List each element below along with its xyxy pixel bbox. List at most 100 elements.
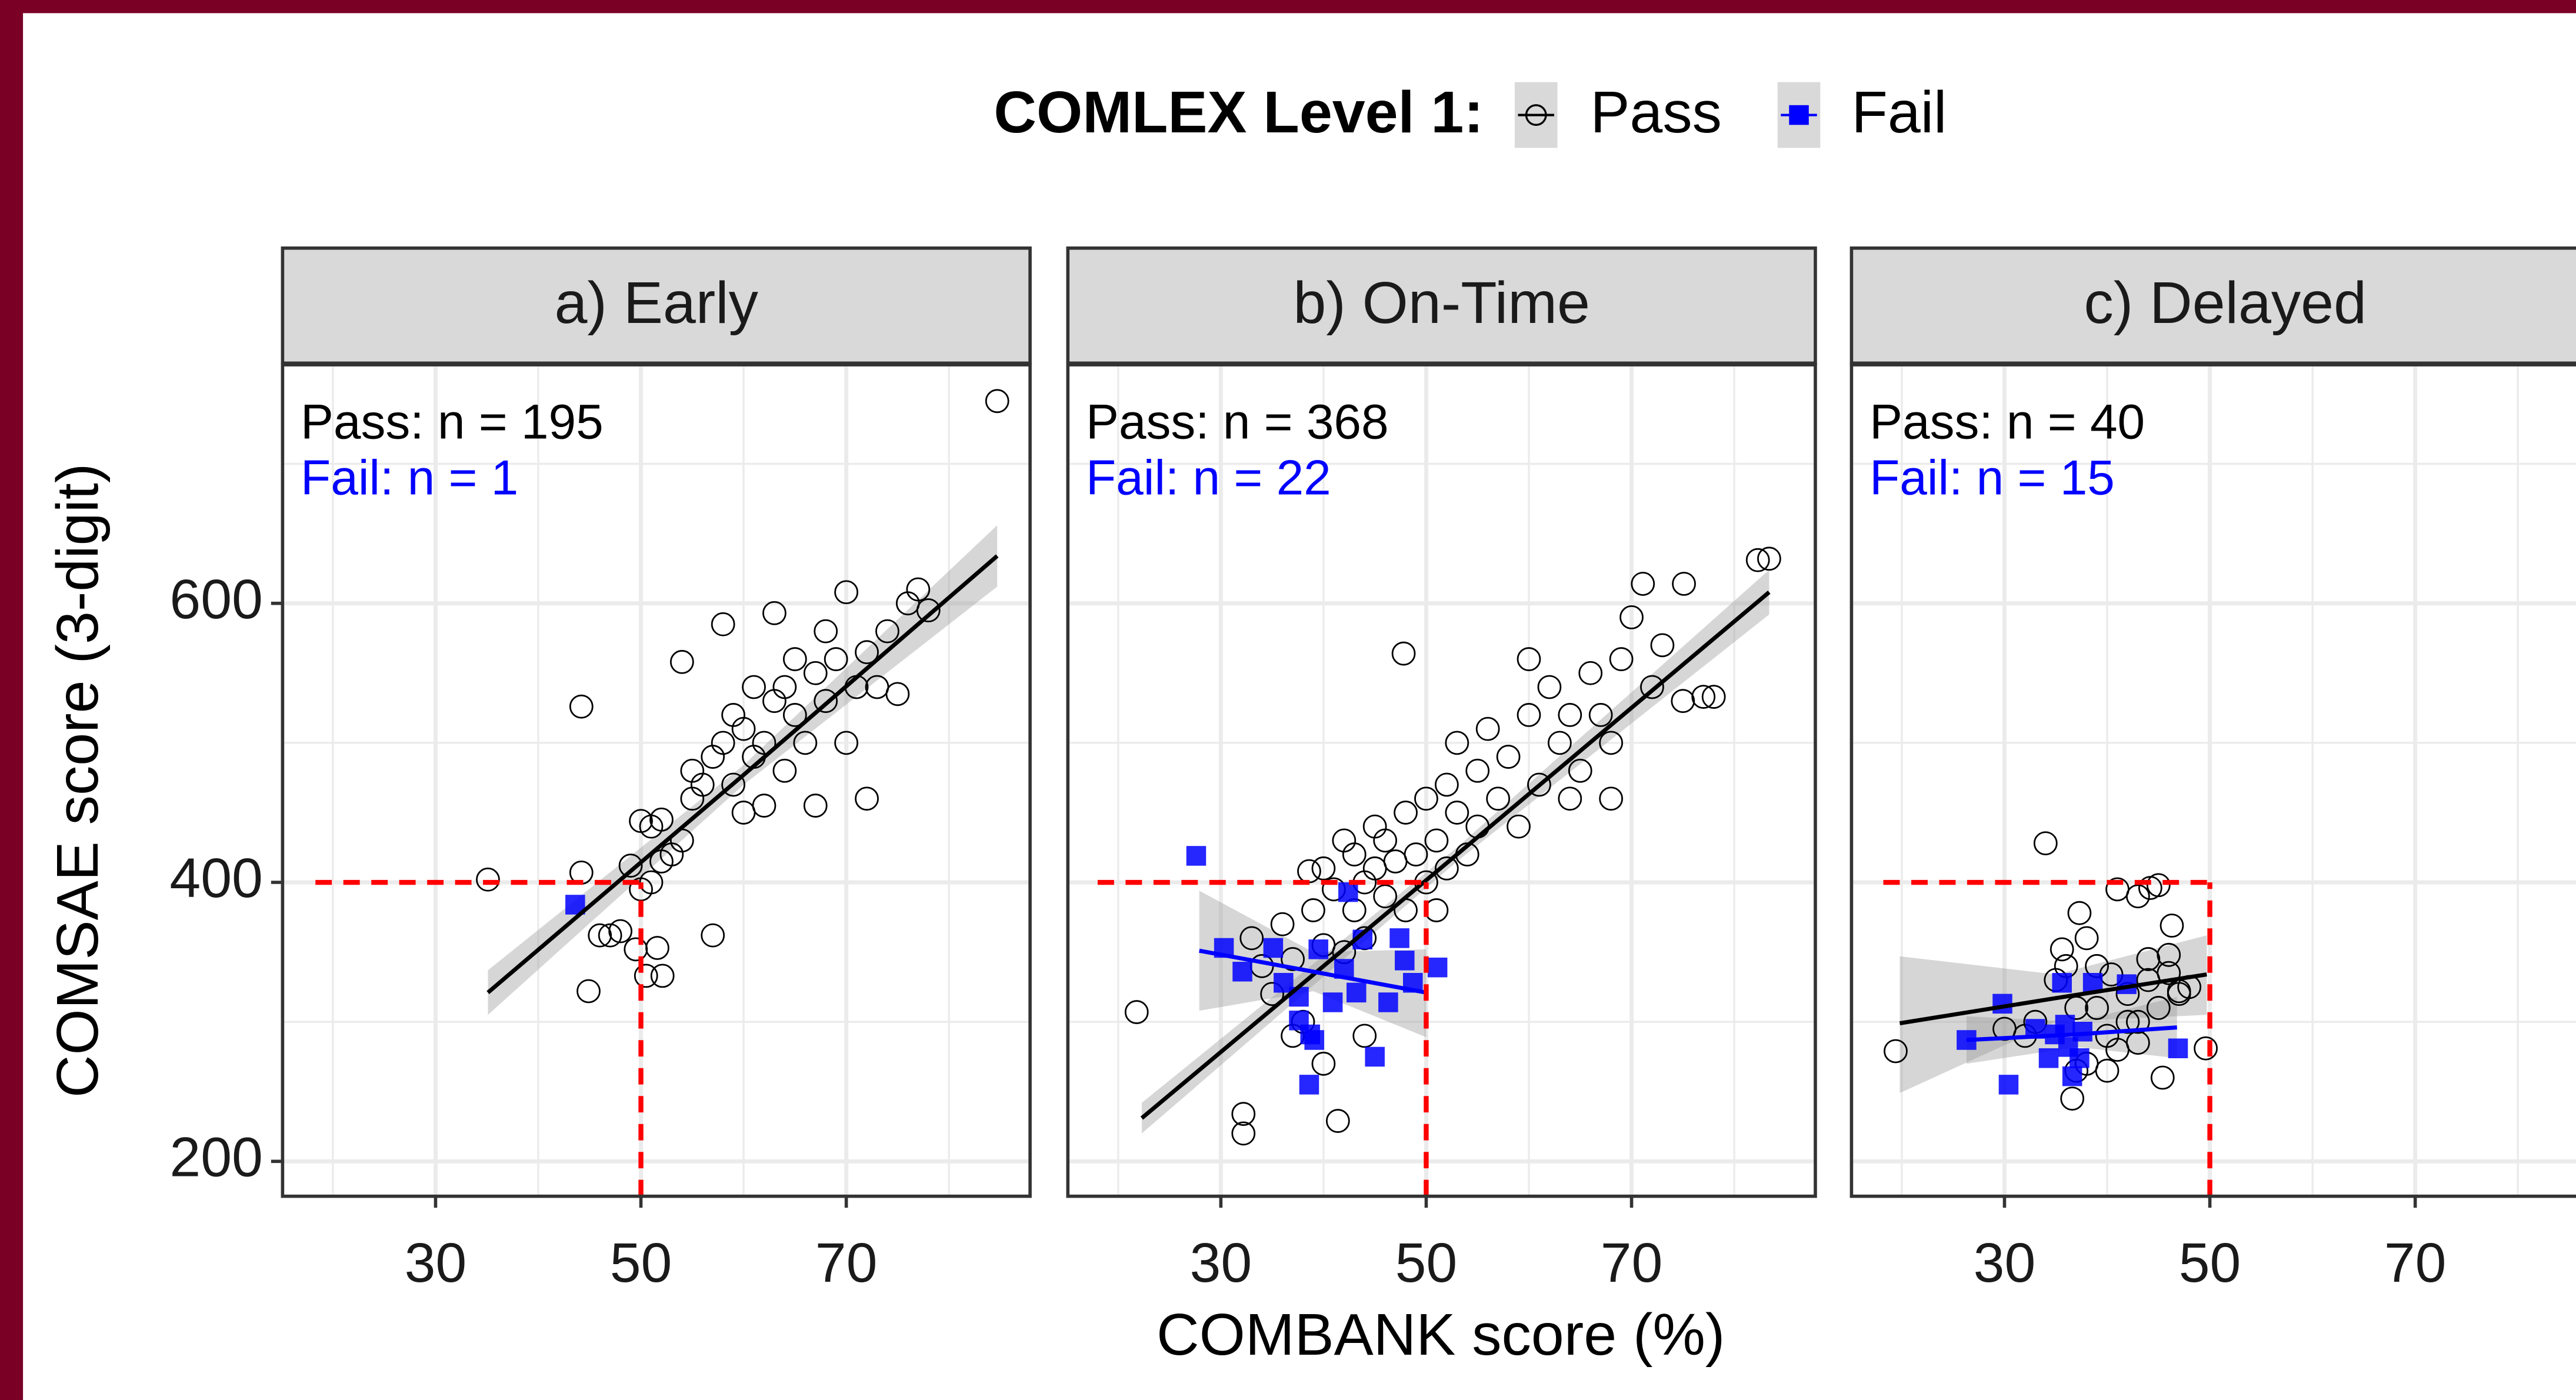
pass-point	[1301, 898, 1325, 922]
fail-point	[1346, 982, 1367, 1003]
pass-point	[711, 612, 735, 636]
pass-point	[1588, 703, 1613, 727]
annotation: Fail: n = 15	[1869, 450, 2115, 505]
pass-point	[1631, 572, 1655, 596]
pass-point	[1373, 884, 1398, 909]
strip	[1066, 246, 1817, 365]
pass-point	[476, 867, 500, 892]
pass-point	[772, 675, 797, 699]
confidence-band	[488, 525, 998, 1015]
pass-point	[814, 619, 838, 644]
fit-line	[486, 554, 999, 995]
pass-point	[1231, 1102, 1256, 1126]
pass-point	[576, 979, 601, 1004]
pass-point	[690, 772, 715, 797]
pass-point	[2115, 1009, 2140, 1034]
pass-point	[2074, 926, 2099, 951]
panel-border	[281, 363, 1032, 1198]
pass-point	[803, 661, 828, 685]
pass-point	[1672, 572, 1696, 596]
pass-point	[1434, 772, 1459, 797]
pass-point	[669, 649, 694, 674]
annotation: Pass: n = 368	[1086, 394, 1389, 449]
fit-line	[1140, 591, 1771, 1120]
pass-point	[742, 675, 766, 699]
legend-key-marker	[1525, 104, 1547, 126]
pass-point	[752, 731, 777, 755]
pass-point	[1281, 947, 1305, 971]
x-tick-label: 70	[815, 1232, 878, 1294]
y-axis-title: COMSAE score (3-digit)	[45, 464, 111, 1098]
pass-point	[1701, 685, 1726, 709]
pass-point	[1578, 661, 1603, 685]
pass-point	[1884, 1039, 1908, 1064]
pass-point	[569, 694, 594, 719]
panel-background	[1068, 365, 1815, 1196]
pass-point	[598, 923, 622, 948]
plot-area	[282, 365, 1031, 1196]
pass-point	[650, 964, 675, 988]
legend-label: Pass	[1590, 79, 1722, 145]
pass-point	[2150, 1065, 2175, 1090]
panel-title: b) On-Time	[1293, 270, 1590, 336]
fail-point	[2052, 972, 2072, 993]
pass-point	[1691, 685, 1716, 709]
strip	[281, 246, 1032, 365]
fail-point	[2038, 1048, 2059, 1068]
pass-point	[814, 689, 838, 714]
legend-key-marker	[1789, 105, 1809, 125]
y-tick-label: 400	[169, 847, 262, 909]
x-tick-label: 50	[2179, 1232, 2241, 1294]
pass-point	[1745, 548, 1770, 572]
pass-point	[1445, 731, 1469, 755]
pass-point	[1599, 786, 1624, 811]
panel-title: a) Early	[555, 270, 759, 336]
pass-point	[2085, 996, 2109, 1020]
pass-point	[2067, 901, 2092, 925]
pass-point	[634, 964, 658, 988]
fit-line	[1199, 948, 1427, 995]
pass-point	[1311, 856, 1336, 881]
pass-point	[985, 389, 1009, 414]
pass-point	[1619, 605, 1644, 629]
pass-point	[782, 647, 807, 671]
pass-point	[1599, 731, 1624, 755]
pass-point	[1650, 633, 1675, 658]
fail-point	[2070, 1048, 2090, 1068]
x-tick-label: 30	[1190, 1232, 1252, 1294]
pass-point	[1260, 982, 1285, 1006]
fail-point	[1427, 957, 1448, 978]
fail-point	[1299, 1075, 1319, 1095]
pass-point	[1424, 828, 1449, 853]
pass-point	[1496, 745, 1521, 769]
panel-border	[1849, 363, 2576, 1198]
panel-border	[1066, 363, 1817, 1198]
fail-point	[1998, 1075, 2019, 1095]
pass-point	[1609, 647, 1634, 671]
pass-point	[1640, 675, 1664, 699]
pass-point	[2105, 877, 2130, 902]
fail-point	[1389, 928, 1409, 948]
fail-point	[1365, 1046, 1385, 1067]
legend-title: COMLEX Level 1:	[994, 79, 1483, 145]
pass-point	[1239, 926, 1264, 951]
pass-point	[1231, 1121, 1256, 1146]
annotation: Pass: n = 40	[1869, 394, 2145, 449]
pass-point	[649, 807, 674, 832]
pass-point	[855, 640, 879, 665]
pass-point	[1537, 675, 1562, 699]
annotation: Fail: n = 1	[301, 450, 518, 505]
pass-point	[782, 703, 807, 727]
pass-point	[824, 647, 848, 671]
pass-point	[1558, 786, 1582, 811]
pass-point	[2033, 831, 2058, 855]
panel-background	[282, 365, 1031, 1196]
pass-point	[2160, 914, 2184, 938]
fail-point	[1263, 938, 1284, 958]
fail-point	[2168, 1038, 2188, 1058]
pass-point	[1391, 641, 1416, 666]
pass-point	[2126, 1009, 2150, 1034]
pass-point	[1475, 716, 1500, 741]
